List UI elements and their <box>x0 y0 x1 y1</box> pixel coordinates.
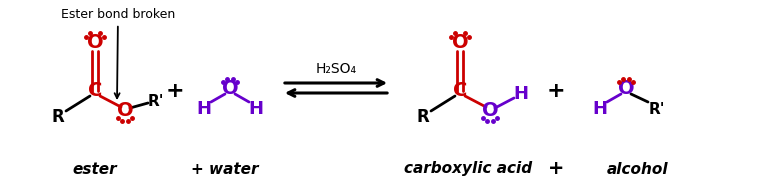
Text: H: H <box>249 100 263 118</box>
Text: carboxylic acid: carboxylic acid <box>404 161 532 177</box>
Text: O: O <box>617 80 634 98</box>
Text: +: + <box>548 160 564 178</box>
Text: O: O <box>222 80 238 98</box>
Text: H₂SO₄: H₂SO₄ <box>316 62 356 76</box>
Text: alcohol: alcohol <box>607 161 669 177</box>
Text: Ester bond broken: Ester bond broken <box>61 8 175 98</box>
Text: O: O <box>482 101 498 121</box>
Text: R: R <box>51 108 65 126</box>
Text: H: H <box>514 85 528 103</box>
Text: C: C <box>453 81 467 101</box>
Text: +: + <box>166 81 184 101</box>
Text: R': R' <box>147 94 164 108</box>
Text: +: + <box>547 81 565 101</box>
Text: ester: ester <box>73 161 118 177</box>
Text: C: C <box>88 81 102 101</box>
Text: H: H <box>592 100 607 118</box>
Text: O: O <box>452 33 468 51</box>
Text: + water: + water <box>191 161 259 177</box>
Text: O: O <box>87 33 104 51</box>
Text: O: O <box>117 101 134 121</box>
Text: R': R' <box>649 101 665 116</box>
Text: H: H <box>197 100 211 118</box>
Text: R: R <box>416 108 429 126</box>
